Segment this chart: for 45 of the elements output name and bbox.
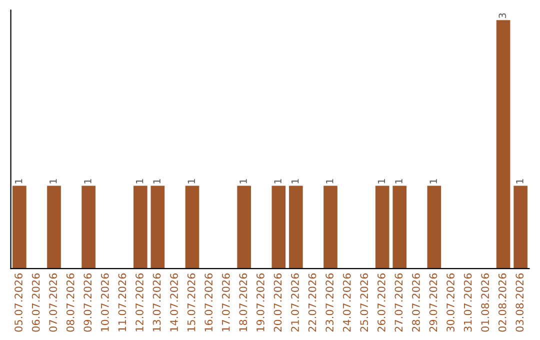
- data-label: 1: [136, 179, 144, 184]
- x-tick-label: 12.07.2026: [136, 273, 144, 332]
- data-label: 1: [292, 179, 299, 184]
- x-tick-label: 19.07.2026: [256, 273, 264, 332]
- data-label: 1: [326, 179, 334, 184]
- x-tick-label: 11.07.2026: [118, 273, 126, 332]
- x-tick-label: 06.07.2026: [32, 273, 40, 332]
- x-tick-label: 18.07.2026: [239, 273, 248, 332]
- x-tick-label: 28.07.2026: [412, 273, 420, 332]
- data-label: 1: [240, 179, 247, 184]
- x-tick-label: 30.07.2026: [446, 273, 454, 332]
- data-label: 1: [516, 179, 524, 184]
- data-label: 1: [15, 179, 22, 184]
- x-tick-label: 03.08.2026: [516, 273, 524, 332]
- x-tick-label: 13.07.2026: [152, 273, 161, 332]
- data-label: 1: [50, 179, 57, 184]
- data-label: 1: [395, 179, 402, 184]
- x-tick-label: 29.07.2026: [429, 273, 438, 332]
- x-tick-label: 26.07.2026: [377, 273, 386, 332]
- x-tick-label: 10.07.2026: [100, 273, 109, 332]
- x-tick-label: 07.07.2026: [49, 273, 58, 332]
- data-label: 1: [430, 179, 437, 184]
- x-tick-label: 31.07.2026: [464, 273, 472, 332]
- data-label: 1: [84, 179, 92, 184]
- x-tick-label: 22.07.2026: [308, 273, 316, 332]
- x-tick-label: 05.07.2026: [14, 273, 22, 332]
- x-tick-label: 01.08.2026: [481, 273, 490, 332]
- data-label: 1: [188, 179, 195, 184]
- x-tick-label: 21.07.2026: [291, 273, 299, 332]
- data-label: 1: [274, 179, 282, 184]
- data-label: 3: [498, 13, 506, 18]
- x-tick-label: 14.07.2026: [170, 273, 178, 332]
- data-label: 1: [153, 179, 160, 184]
- x-tick-label: 23.07.2026: [326, 273, 334, 332]
- x-tick-label: 02.08.2026: [498, 273, 506, 332]
- x-tick-label: 16.07.2026: [204, 273, 213, 332]
- x-tick-label: 17.07.2026: [222, 273, 230, 332]
- x-tick-label: 09.07.2026: [84, 273, 92, 332]
- data-label: 1: [378, 179, 386, 184]
- x-tick-label: 15.07.2026: [187, 273, 196, 332]
- x-tick-label: 27.07.2026: [394, 273, 403, 332]
- x-tick-label: 08.07.2026: [66, 273, 74, 332]
- x-tick-label: 24.07.2026: [342, 273, 351, 332]
- x-tick-label: 20.07.2026: [274, 273, 282, 332]
- x-tick-label: 25.07.2026: [360, 273, 368, 332]
